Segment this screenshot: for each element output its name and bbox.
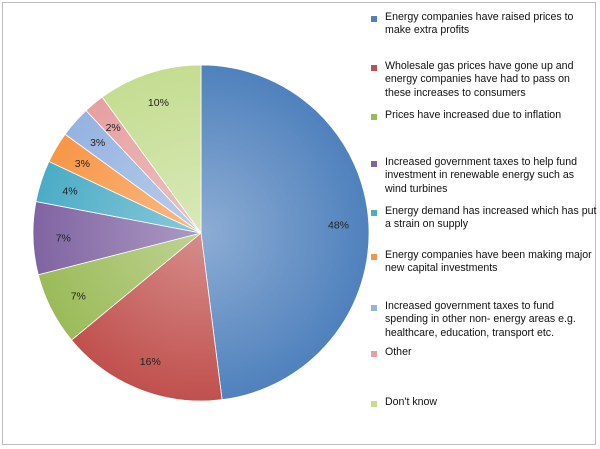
- slice-value-label: 16%: [140, 356, 161, 368]
- slice-value-label: 7%: [71, 291, 86, 303]
- slice-value-label: 2%: [106, 122, 121, 134]
- legend-swatch: [371, 254, 377, 260]
- pie-slice: [101, 64, 202, 235]
- legend-swatch: [371, 351, 377, 357]
- legend-label: Energy companies have raised prices to m…: [385, 11, 574, 37]
- legend-swatch: [371, 65, 377, 71]
- slice-value-label: 3%: [90, 137, 105, 149]
- legend-swatch: [371, 16, 377, 22]
- legend-label: Energy companies have been making major …: [385, 249, 592, 275]
- slice-value-label: 10%: [148, 97, 169, 109]
- legend-swatch: [371, 305, 377, 311]
- legend-swatch: [371, 161, 377, 167]
- slice-value-label: 3%: [75, 158, 90, 170]
- legend-label: Other: [385, 346, 412, 358]
- legend-label: Prices have increased due to inflation: [385, 109, 562, 121]
- legend-swatch: [371, 114, 377, 120]
- legend-swatch: [371, 401, 377, 407]
- legend-label: Energy demand has increased which has pu…: [385, 205, 597, 231]
- slice-value-label: 48%: [328, 219, 349, 231]
- pie-slice: [70, 232, 223, 402]
- legend-label: Don't know: [385, 396, 438, 408]
- slice-value-label: 7%: [56, 232, 71, 244]
- legend-label: Increased government taxes to fund spend…: [385, 300, 576, 339]
- legend-label: Increased government taxes to help fund …: [385, 156, 577, 195]
- legend-swatch: [371, 210, 377, 216]
- slice-value-label: 4%: [62, 185, 77, 197]
- legend-label: Wholesale gas prices have gone up and en…: [385, 60, 574, 99]
- pie-slice: [200, 64, 370, 401]
